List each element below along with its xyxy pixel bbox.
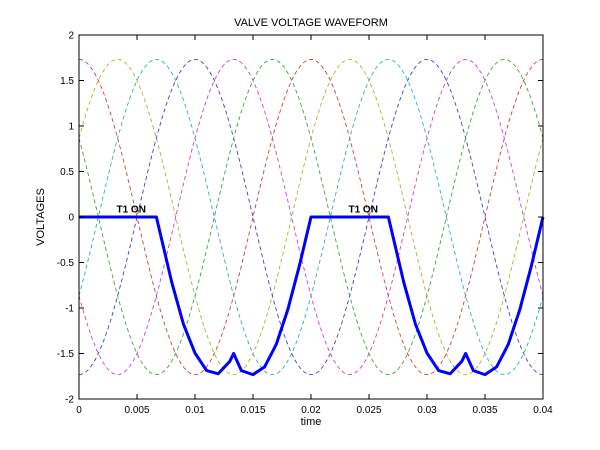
y-tick-label: 1 <box>68 122 74 133</box>
x-tick-label: 0.005 <box>124 405 149 416</box>
annotation-t1-on-2: T1 ON <box>348 204 377 215</box>
y-tick-label: -1.5 <box>57 349 75 360</box>
background-sine-waves <box>78 58 544 376</box>
x-tick-label: 0.02 <box>301 405 321 416</box>
y-axis-label: VOLTAGES <box>35 188 47 246</box>
y-tick-label: -0.5 <box>57 258 75 269</box>
x-tick-label: 0.035 <box>472 405 497 416</box>
annotations: T1 ON T1 ON <box>116 204 377 215</box>
y-tick-label: -2 <box>65 395 74 406</box>
x-tick-label: 0.015 <box>240 405 265 416</box>
valve-voltage-line <box>79 215 545 377</box>
sine-wave-6 <box>78 58 544 376</box>
y-tick-label: 0 <box>68 213 74 224</box>
y-tick-label: -1 <box>65 304 74 315</box>
x-tick-label: 0.025 <box>356 405 381 416</box>
y-tick-label: 0.5 <box>60 167 74 178</box>
chart-title: VALVE VOLTAGE WAVEFORM <box>234 17 388 29</box>
sine-wave-1 <box>78 58 544 376</box>
axis-ticks: 0 0.005 0.01 0.015 0.02 0.025 0.03 0.035 0.04 2 1.… <box>57 31 553 417</box>
y-tick-label: 2 <box>68 31 74 42</box>
x-tick-label: 0.04 <box>533 405 553 416</box>
y-tick-label: 1.5 <box>60 76 74 87</box>
sine-wave-4 <box>78 58 544 376</box>
sine-wave-5 <box>78 58 544 376</box>
x-tick-label: 0 <box>76 405 82 416</box>
x-axis-label: time <box>301 416 322 428</box>
x-tick-label: 0.01 <box>185 405 205 416</box>
annotation-t1-on-1: T1 ON <box>116 204 145 215</box>
x-tick-label: 0.03 <box>417 405 437 416</box>
valve-voltage-series <box>79 215 545 377</box>
